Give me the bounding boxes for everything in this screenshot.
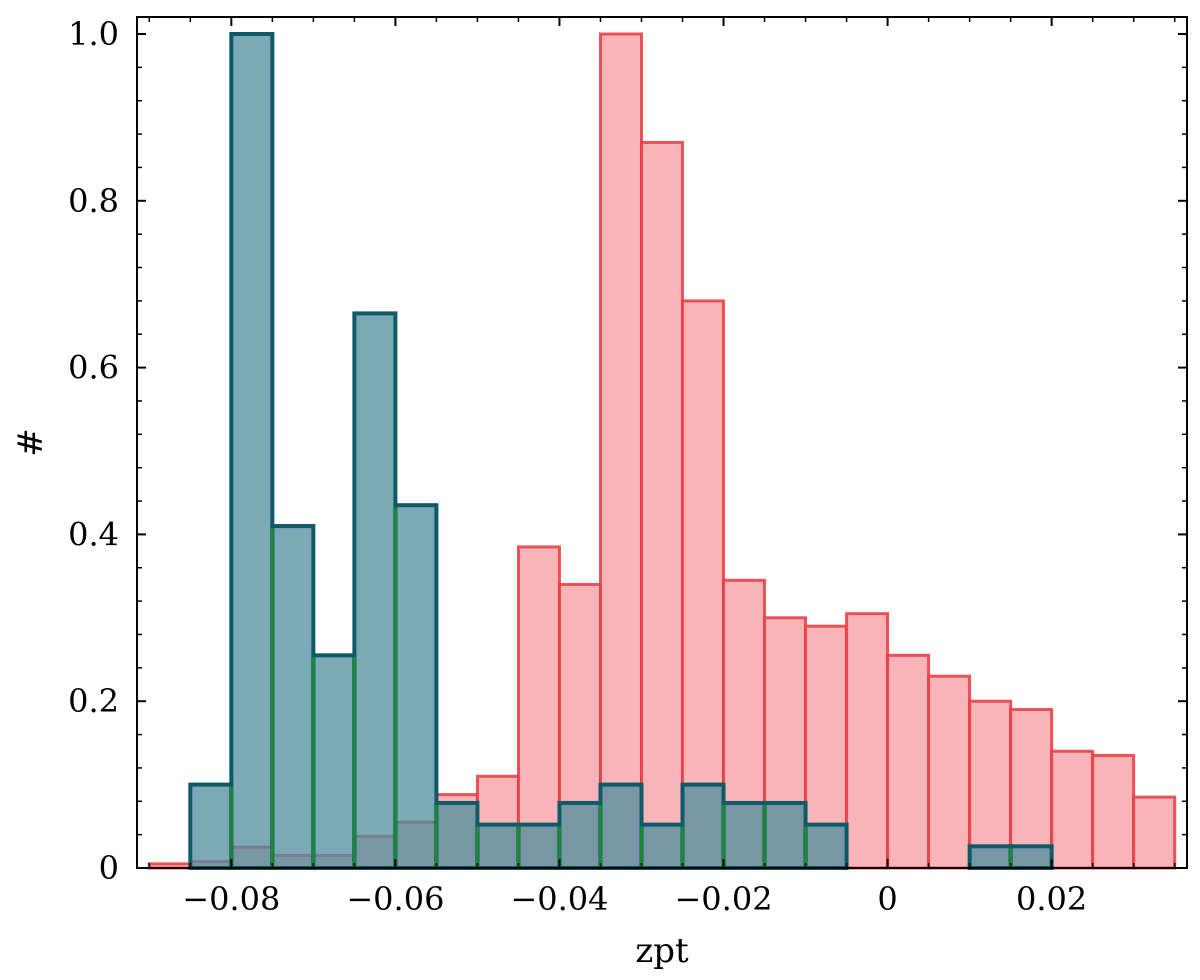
series-2-bar (598, 782, 644, 870)
series-2-bar (434, 800, 480, 870)
plot-frame (136, 16, 1188, 869)
series-2-bar (967, 844, 1013, 870)
x-tick-label: 0 (877, 880, 897, 918)
x-tick-label: −0.02 (674, 880, 772, 918)
series-2-bar (475, 822, 521, 871)
series-2-bar (639, 822, 685, 871)
series-2-bar (762, 800, 808, 870)
series-1-bar (1132, 795, 1177, 870)
y-tick-label: 0.4 (68, 515, 119, 553)
x-axis-label: zpt (635, 931, 689, 971)
y-tick-label: 1.0 (68, 15, 119, 53)
series-1-bar (845, 612, 890, 870)
y-tick-labels: 0 0.2 0.4 0.6 0.8 1.0 (68, 15, 119, 887)
y-tick-label: 0.6 (68, 349, 119, 387)
series-2-bar (1008, 844, 1054, 870)
x-tick-labels: −0.08 −0.06 −0.04 −0.02 0 0.02 (182, 880, 1087, 918)
series-1-bar (1050, 749, 1095, 870)
series-1-bar (927, 674, 972, 870)
series-1-bar (516, 545, 561, 870)
y-tick-label: 0.2 (68, 682, 119, 720)
series-2-bar (557, 800, 603, 870)
series-1-bar (639, 140, 685, 870)
series-2-bar (393, 503, 439, 870)
series-1-bar (1009, 708, 1054, 870)
series-1-bar (1091, 753, 1136, 870)
x-tick-label: 0.02 (1016, 880, 1087, 918)
y-tick-label: 0.8 (68, 182, 119, 220)
x-tick-label: −0.06 (346, 880, 444, 918)
series-2-bar (188, 782, 234, 870)
series-2-bar (721, 800, 767, 870)
series-1-bar (968, 699, 1013, 870)
series-2-bar (311, 653, 357, 871)
x-tick-label: −0.04 (510, 880, 608, 918)
series-2-bar (516, 822, 562, 871)
series-2-bar (803, 822, 849, 871)
y-tick-label: 0 (99, 849, 119, 887)
y-axis-label: # (11, 428, 51, 457)
series-2-bar (270, 524, 316, 870)
series-1-bar (886, 653, 931, 870)
x-tick-label: −0.08 (182, 880, 280, 918)
series-1-bar (598, 32, 643, 870)
series-2-bar (229, 32, 275, 870)
series-2-bar (680, 782, 726, 870)
series-2-bar (352, 311, 398, 870)
